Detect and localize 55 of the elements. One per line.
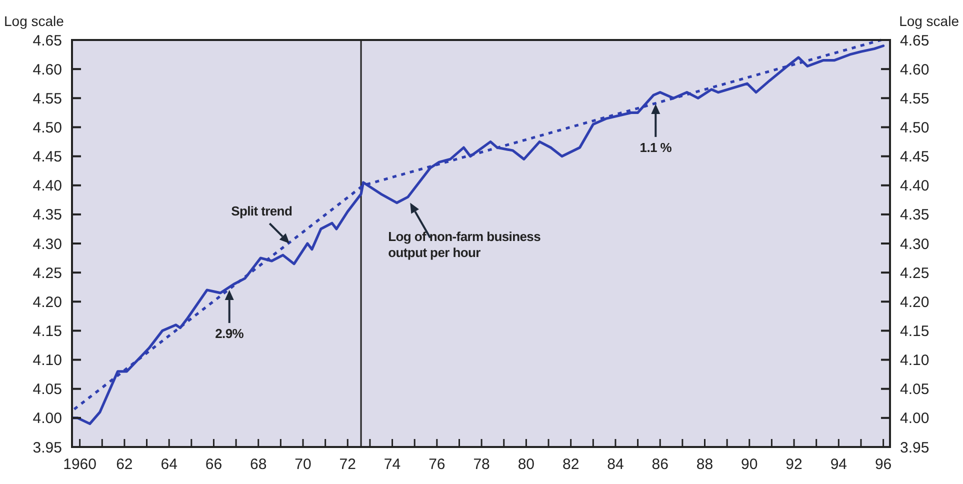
y-tick-label: 4.25 [32, 264, 62, 282]
y2-tick-label: 3.95 [900, 439, 930, 456]
y2-tick-label: 4.30 [900, 236, 930, 253]
y2-tick-label: 4.50 [900, 119, 930, 136]
x-tick-label: 66 [205, 456, 222, 473]
x-tick-label: 94 [830, 456, 848, 473]
y-tick-label: 4.15 [32, 322, 62, 340]
x-tick-label: 96 [874, 456, 892, 473]
y2-tick-label: 4.05 [900, 381, 930, 398]
y-tick-label: 4.60 [32, 61, 62, 78]
x-tick-label: 62 [116, 456, 133, 473]
x-tick-label: 70 [294, 456, 312, 473]
x-tick-label: 92 [786, 456, 802, 473]
x-tick-label: 72 [339, 456, 356, 473]
x-tick-label: 82 [562, 456, 580, 473]
y-tick-label: 4.30 [32, 236, 62, 253]
y2-tick-label: 4.25 [900, 264, 930, 282]
y2-tick-label: 4.65 [900, 32, 930, 50]
x-tick-label: 1960 [63, 456, 96, 473]
y2-tick-label: 4.35 [900, 206, 930, 224]
x-tick-label: 78 [473, 456, 490, 473]
y2-tick-label: 4.20 [900, 294, 930, 311]
x-tick-label: 88 [696, 456, 714, 473]
y-tick-label: 4.00 [32, 410, 62, 428]
y-tick-label: 4.35 [32, 206, 62, 224]
y2-tick-label: 4.60 [900, 61, 930, 78]
x-tick-label: 80 [518, 456, 535, 473]
y-tick-label: 3.95 [32, 439, 62, 456]
annotation: Split trend [231, 204, 292, 218]
y-tick-label: 4.45 [32, 148, 62, 166]
y2-tick-label: 4.45 [900, 148, 930, 166]
y-tick-label: 4.05 [32, 381, 62, 398]
y2-tick-label: 4.15 [900, 322, 930, 340]
y-tick-label: 4.55 [32, 90, 62, 108]
y-axis-title: Log scale [4, 13, 64, 29]
y-tick-label: 4.20 [32, 294, 62, 311]
annotation: 2.9% [215, 326, 244, 342]
annotation: 1.1 % [640, 140, 672, 155]
y2-axis-title: Log scale [899, 13, 960, 29]
x-tick-label: 90 [741, 456, 758, 473]
x-tick-label: 76 [428, 456, 446, 473]
x-tick-label: 86 [652, 456, 668, 473]
x-tick-label: 68 [250, 456, 267, 473]
y2-tick-label: 4.40 [900, 178, 930, 195]
y-tick-label: 4.40 [32, 178, 62, 195]
x-tick-label: 64 [160, 456, 178, 473]
annotation: Log of non-farm business output per hour [388, 228, 541, 260]
y-tick-label: 4.10 [32, 352, 62, 370]
y-tick-label: 4.50 [32, 119, 62, 136]
x-tick-label: 84 [607, 456, 624, 473]
x-tick-label: 74 [384, 456, 401, 473]
y2-tick-label: 4.10 [900, 352, 930, 370]
y-tick-label: 4.65 [32, 32, 62, 50]
y2-tick-label: 4.55 [900, 90, 930, 108]
y2-tick-label: 4.00 [900, 410, 930, 428]
